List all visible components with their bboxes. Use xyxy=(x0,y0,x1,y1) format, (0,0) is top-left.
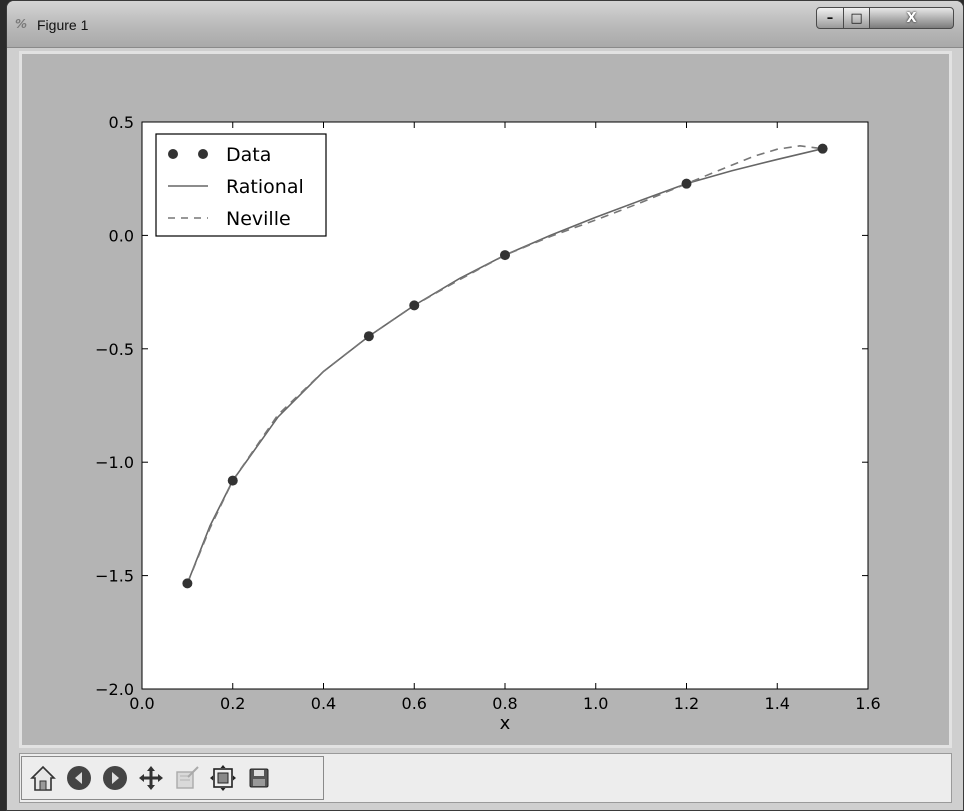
chart-svg: 0.0 0.2 0.4 0.6 0.8 1.0 1.2 1.4 1.6 0.5 0.0 −0.5 −1… xyxy=(95,113,881,734)
x-tick-label: 1.2 xyxy=(674,694,699,713)
zoom-button[interactable] xyxy=(169,760,205,796)
window-title: Figure 1 xyxy=(37,17,89,33)
back-arrow-icon xyxy=(67,766,91,790)
data-point xyxy=(500,250,510,261)
forward-arrow-icon xyxy=(103,766,127,790)
y-tick-label: 0.0 xyxy=(109,226,134,245)
save-button[interactable] xyxy=(241,760,277,796)
legend-data-marker xyxy=(168,149,178,159)
zoom-rect-icon xyxy=(176,766,199,789)
data-point xyxy=(227,475,238,486)
save-disk-icon xyxy=(249,768,269,788)
series-rational-line xyxy=(186,147,823,584)
legend-data-marker xyxy=(198,149,208,159)
x-tick-label: 0.4 xyxy=(311,694,336,713)
legend-label-data: Data xyxy=(226,144,271,166)
pan-button[interactable] xyxy=(133,760,169,796)
y-tick-label: −0.5 xyxy=(95,340,134,359)
legend: Data Rational Neville xyxy=(155,133,327,237)
data-point xyxy=(817,143,828,154)
title-bar[interactable]: % Figure 1 – □ X xyxy=(7,1,963,48)
figure-canvas[interactable]: 0.0 0.2 0.4 0.6 0.8 1.0 1.2 1.4 1.6 0.5 0.0 −0.5 −1… xyxy=(19,51,952,748)
home-button[interactable] xyxy=(25,760,61,796)
x-axis-label: x xyxy=(500,713,511,734)
legend-label-rational: Rational xyxy=(226,176,304,198)
maximize-icon: □ xyxy=(850,10,863,26)
maximize-button[interactable]: □ xyxy=(843,7,870,29)
x-tick-label: 1.0 xyxy=(583,694,608,713)
minimize-icon: – xyxy=(826,10,834,26)
data-point xyxy=(182,578,193,589)
app-icon: % xyxy=(15,17,28,31)
data-point xyxy=(363,331,374,342)
y-tick-label: −1.5 xyxy=(95,567,134,586)
legend-label-neville: Neville xyxy=(226,208,291,230)
back-button[interactable] xyxy=(61,760,97,796)
series-neville-line xyxy=(186,145,823,584)
forward-button[interactable] xyxy=(97,760,133,796)
y-tick-label: −2.0 xyxy=(95,680,134,699)
x-tick-label: 0.2 xyxy=(220,694,245,713)
pan-move-icon xyxy=(139,766,163,790)
x-tick-label: 0.0 xyxy=(129,694,154,713)
home-icon xyxy=(30,765,56,791)
y-tick-label: 0.5 xyxy=(109,113,134,132)
subplots-config-icon xyxy=(210,765,236,791)
minimize-button[interactable]: – xyxy=(816,7,844,29)
x-tick-label: 1.6 xyxy=(855,694,880,713)
toolbar-button-group xyxy=(21,756,324,800)
y-tick-label: −1.0 xyxy=(95,453,134,472)
x-tick-label: 0.6 xyxy=(402,694,427,713)
data-point xyxy=(409,300,420,311)
navigation-toolbar xyxy=(19,753,952,803)
configure-subplots-button[interactable] xyxy=(205,760,241,796)
data-point xyxy=(681,178,692,189)
close-button[interactable]: X xyxy=(869,7,954,29)
figure-window: % Figure 1 – □ X 0.0 0.2 0.4 0.6 0.8 1.0 1.2 1.… xyxy=(6,0,964,811)
x-tick-label: 0.8 xyxy=(492,694,517,713)
x-tick-label: 1.4 xyxy=(765,694,790,713)
close-icon: X xyxy=(906,10,917,26)
